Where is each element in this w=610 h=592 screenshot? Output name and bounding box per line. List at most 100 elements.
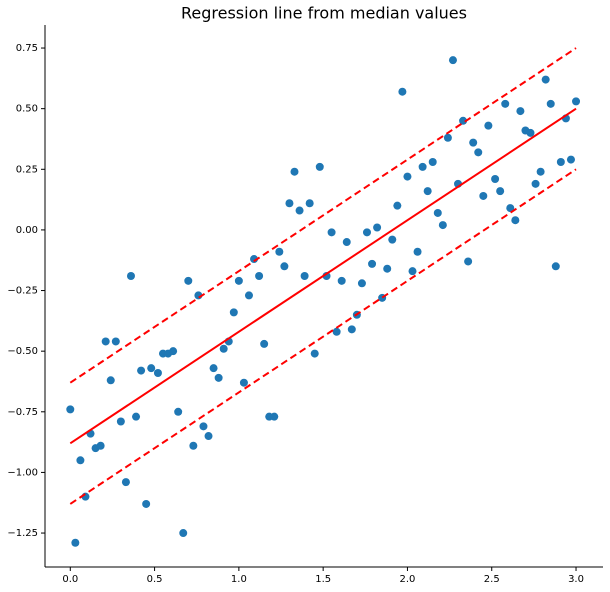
point [179,529,188,538]
point [342,238,351,247]
chart-title: Regression line from median values [181,4,467,23]
point [347,325,356,334]
point [101,337,110,346]
point [76,456,85,465]
point [121,478,130,487]
point [423,187,432,196]
point [270,412,279,421]
x-tick-label: 3.0 [568,574,584,585]
point [229,308,238,317]
y-tick-label: −0.50 [7,346,38,357]
point [153,368,162,377]
point [204,432,213,441]
point [250,255,259,264]
point [526,128,535,137]
point [479,191,488,200]
point [459,116,468,125]
point [541,75,550,84]
point [536,167,545,176]
point [531,179,540,188]
point [332,327,341,336]
point [438,221,447,230]
point [484,121,493,130]
point [290,167,299,176]
point [464,257,473,266]
band-line [69,168,577,505]
point [474,148,483,157]
point [373,223,382,232]
point [469,138,478,147]
y-tick-label: 0.25 [16,164,38,175]
point [116,417,125,426]
point [255,271,264,280]
point [511,216,520,225]
point [169,347,178,356]
y-tick-label: −1.00 [7,467,38,478]
point [362,228,371,237]
point [496,187,505,196]
x-tick-label: 1.0 [231,574,247,585]
regression-line [69,107,577,445]
point [244,291,253,300]
point [280,262,289,271]
x-tick-label: 0.0 [62,574,78,585]
point [300,271,309,280]
point [383,264,392,273]
x-tick-label: 2.5 [484,574,500,585]
point [418,162,427,171]
point [357,279,366,288]
point [142,499,151,508]
point [147,364,156,373]
point [388,235,397,244]
point [310,349,319,358]
point [546,99,555,108]
point [132,412,141,421]
x-tick-label: 2.0 [399,574,415,585]
point [443,133,452,142]
point [189,441,198,450]
point [572,97,581,106]
point [433,208,442,217]
y-tick-label: −0.25 [7,286,38,297]
point [199,422,208,431]
y-tick-label: 0.50 [16,104,38,115]
y-tick-label: 0.00 [16,225,38,236]
point [174,407,183,416]
point [403,172,412,181]
point [393,201,402,210]
point [126,271,135,280]
point [408,267,417,276]
point [214,373,223,382]
point [239,378,248,387]
x-tick-label: 0.5 [147,574,163,585]
point [491,174,500,183]
point [551,262,560,271]
point [315,162,324,171]
point [501,99,510,108]
point [305,199,314,208]
point [219,344,228,353]
point [516,107,525,116]
point [506,204,515,213]
point [137,366,146,375]
point [106,376,115,385]
y-tick-label: −0.75 [7,407,38,418]
y-tick-label: 0.75 [16,43,38,54]
point [71,538,80,547]
point [566,155,575,164]
point [448,56,457,65]
point [184,276,193,285]
point [295,206,304,215]
y-tick-label: −1.25 [7,528,38,539]
point [368,259,377,268]
point [413,247,422,256]
band-line [69,47,577,384]
point [428,158,437,167]
point [275,247,284,256]
point [327,228,336,237]
point [209,364,218,373]
point [337,276,346,285]
point [398,87,407,96]
